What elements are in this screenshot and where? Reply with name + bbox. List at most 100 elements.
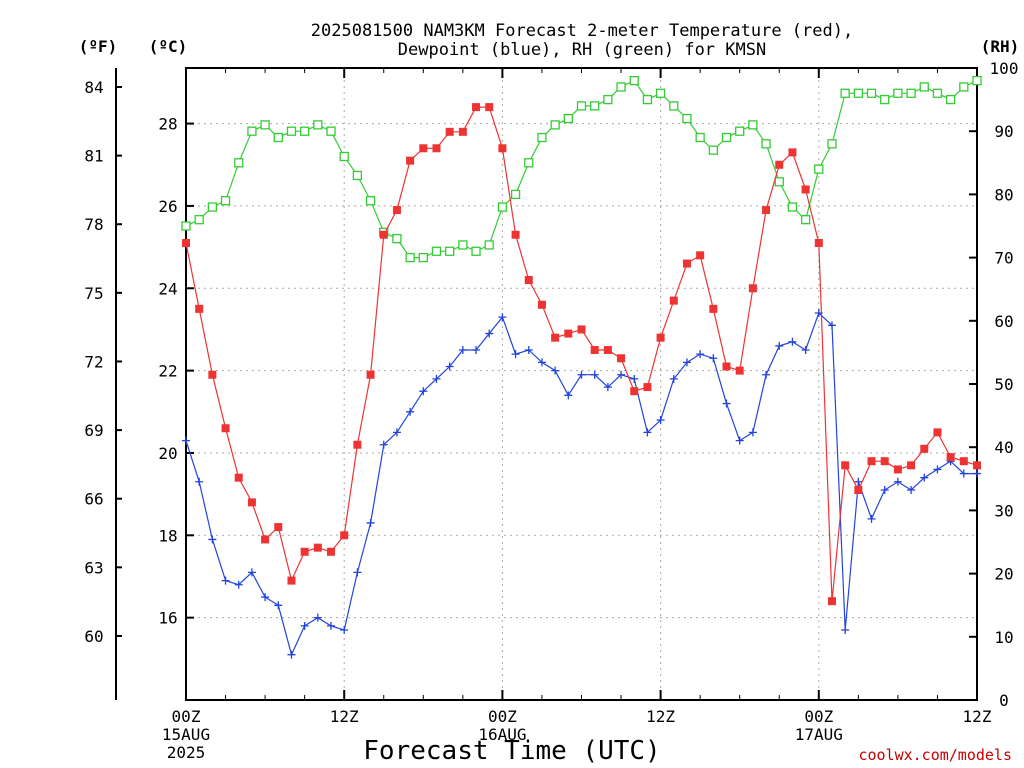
rh-point xyxy=(299,126,310,136)
temperature-point xyxy=(880,457,889,466)
dewpoint-point xyxy=(603,383,612,392)
temperature-point xyxy=(933,428,942,437)
dewpoint-point xyxy=(880,486,889,495)
dewpoint-point xyxy=(313,613,322,622)
rh-point xyxy=(774,177,784,187)
x-tick-sublabel: 2025 xyxy=(167,743,206,762)
dewpoint-point xyxy=(775,341,784,350)
rh-point xyxy=(840,88,850,98)
temperature-point xyxy=(814,238,823,247)
rh-point xyxy=(919,82,929,92)
rh-point xyxy=(695,132,705,143)
dewpoint-point xyxy=(933,465,942,474)
dewpoint-point xyxy=(590,370,599,379)
rh-point xyxy=(590,101,600,111)
dewpoint-point xyxy=(432,374,441,383)
dewpoint-point xyxy=(907,486,916,495)
temperature-point xyxy=(432,144,441,153)
rh-point xyxy=(550,120,560,130)
dewpoint-point xyxy=(419,387,428,396)
rh-point xyxy=(234,158,244,168)
chart-title-line-2: Dewpoint (blue), RH (green) for KMSN xyxy=(398,40,766,60)
dewpoint-point xyxy=(327,621,336,630)
dewpoint-point xyxy=(300,621,309,630)
rh-point xyxy=(787,202,798,212)
dewpoint-point xyxy=(234,580,243,589)
rh-point xyxy=(510,189,521,200)
dewpoint-point xyxy=(801,346,810,355)
plot-frame xyxy=(185,67,978,701)
rh-point xyxy=(959,82,969,92)
temperature-point xyxy=(208,370,217,379)
rh-point xyxy=(313,120,323,130)
temperature-point xyxy=(920,444,929,453)
dewpoint-point xyxy=(524,346,533,355)
fahrenheit-tick-label: 66 xyxy=(84,490,103,509)
rh-point xyxy=(748,120,758,130)
fahrenheit-tick-label: 63 xyxy=(84,558,103,577)
dewpoint-point xyxy=(854,477,863,486)
temperature-point xyxy=(221,424,230,433)
dewpoint-point xyxy=(762,370,771,379)
dewpoint-point xyxy=(247,568,256,577)
dewpoint-point xyxy=(261,593,270,602)
dewpoint-point xyxy=(564,391,573,400)
axes xyxy=(115,67,978,701)
rh-point xyxy=(326,126,336,136)
dewpoint-point xyxy=(643,428,652,437)
dewpoint-point xyxy=(406,407,415,416)
fahrenheit-tick-label: 60 xyxy=(84,627,103,646)
x-tick-sublabel: 16AUG xyxy=(478,725,526,744)
celsius-tick-label: 18 xyxy=(158,526,177,545)
x-tick-label: 12Z xyxy=(963,707,992,726)
rh-point xyxy=(735,126,745,136)
grid xyxy=(186,68,977,700)
x-tick-label: 00Z xyxy=(172,707,201,726)
temperature-point xyxy=(274,523,283,532)
dewpoint-point xyxy=(841,626,850,635)
dewpoint-point xyxy=(617,370,626,379)
credit-text: coolwx.com/models xyxy=(858,746,1012,764)
temperature-point xyxy=(973,461,981,470)
rh-point xyxy=(814,164,824,174)
temperature-point xyxy=(577,325,586,334)
rh-point xyxy=(800,215,811,225)
celsius-tick-label: 22 xyxy=(158,362,177,381)
dewpoint-point xyxy=(208,535,217,544)
rh-point xyxy=(484,240,494,250)
celsius-tick-label: 24 xyxy=(158,279,177,298)
temperature-point xyxy=(287,576,296,585)
rh-tick-label: 100 xyxy=(990,59,1019,78)
rh-tick-label: 90 xyxy=(994,122,1013,141)
temperature-point xyxy=(841,461,850,470)
temperature-point xyxy=(498,144,507,153)
temperature-point xyxy=(234,473,243,482)
fahrenheit-tick-label: 78 xyxy=(84,215,103,234)
temperature-point xyxy=(379,230,388,239)
temperature-point xyxy=(353,440,362,449)
temperature-point xyxy=(261,535,270,544)
temperature-point xyxy=(340,531,349,540)
rh-point xyxy=(616,82,626,92)
rh-point xyxy=(827,139,837,149)
x-tick-label: 00Z xyxy=(488,707,517,726)
rh-point xyxy=(220,196,231,206)
x-axis-label: Forecast Time (UTC) xyxy=(363,736,660,766)
temperature-point xyxy=(392,206,401,215)
temperature-point xyxy=(406,156,415,165)
dewpoint-point xyxy=(551,366,560,375)
temperature-point xyxy=(182,238,190,247)
series-rh xyxy=(181,75,982,263)
dewpoint-point xyxy=(379,440,388,449)
dewpoint-point xyxy=(195,477,204,486)
temperature-point xyxy=(827,597,836,606)
rh-point xyxy=(405,252,415,263)
rh-tick-label: 10 xyxy=(994,628,1013,647)
fahrenheit-tick-label: 75 xyxy=(84,284,103,303)
temperature-point xyxy=(617,354,626,363)
temperature-point xyxy=(327,547,336,556)
rh-point xyxy=(458,240,468,250)
temperature-point xyxy=(735,366,744,375)
